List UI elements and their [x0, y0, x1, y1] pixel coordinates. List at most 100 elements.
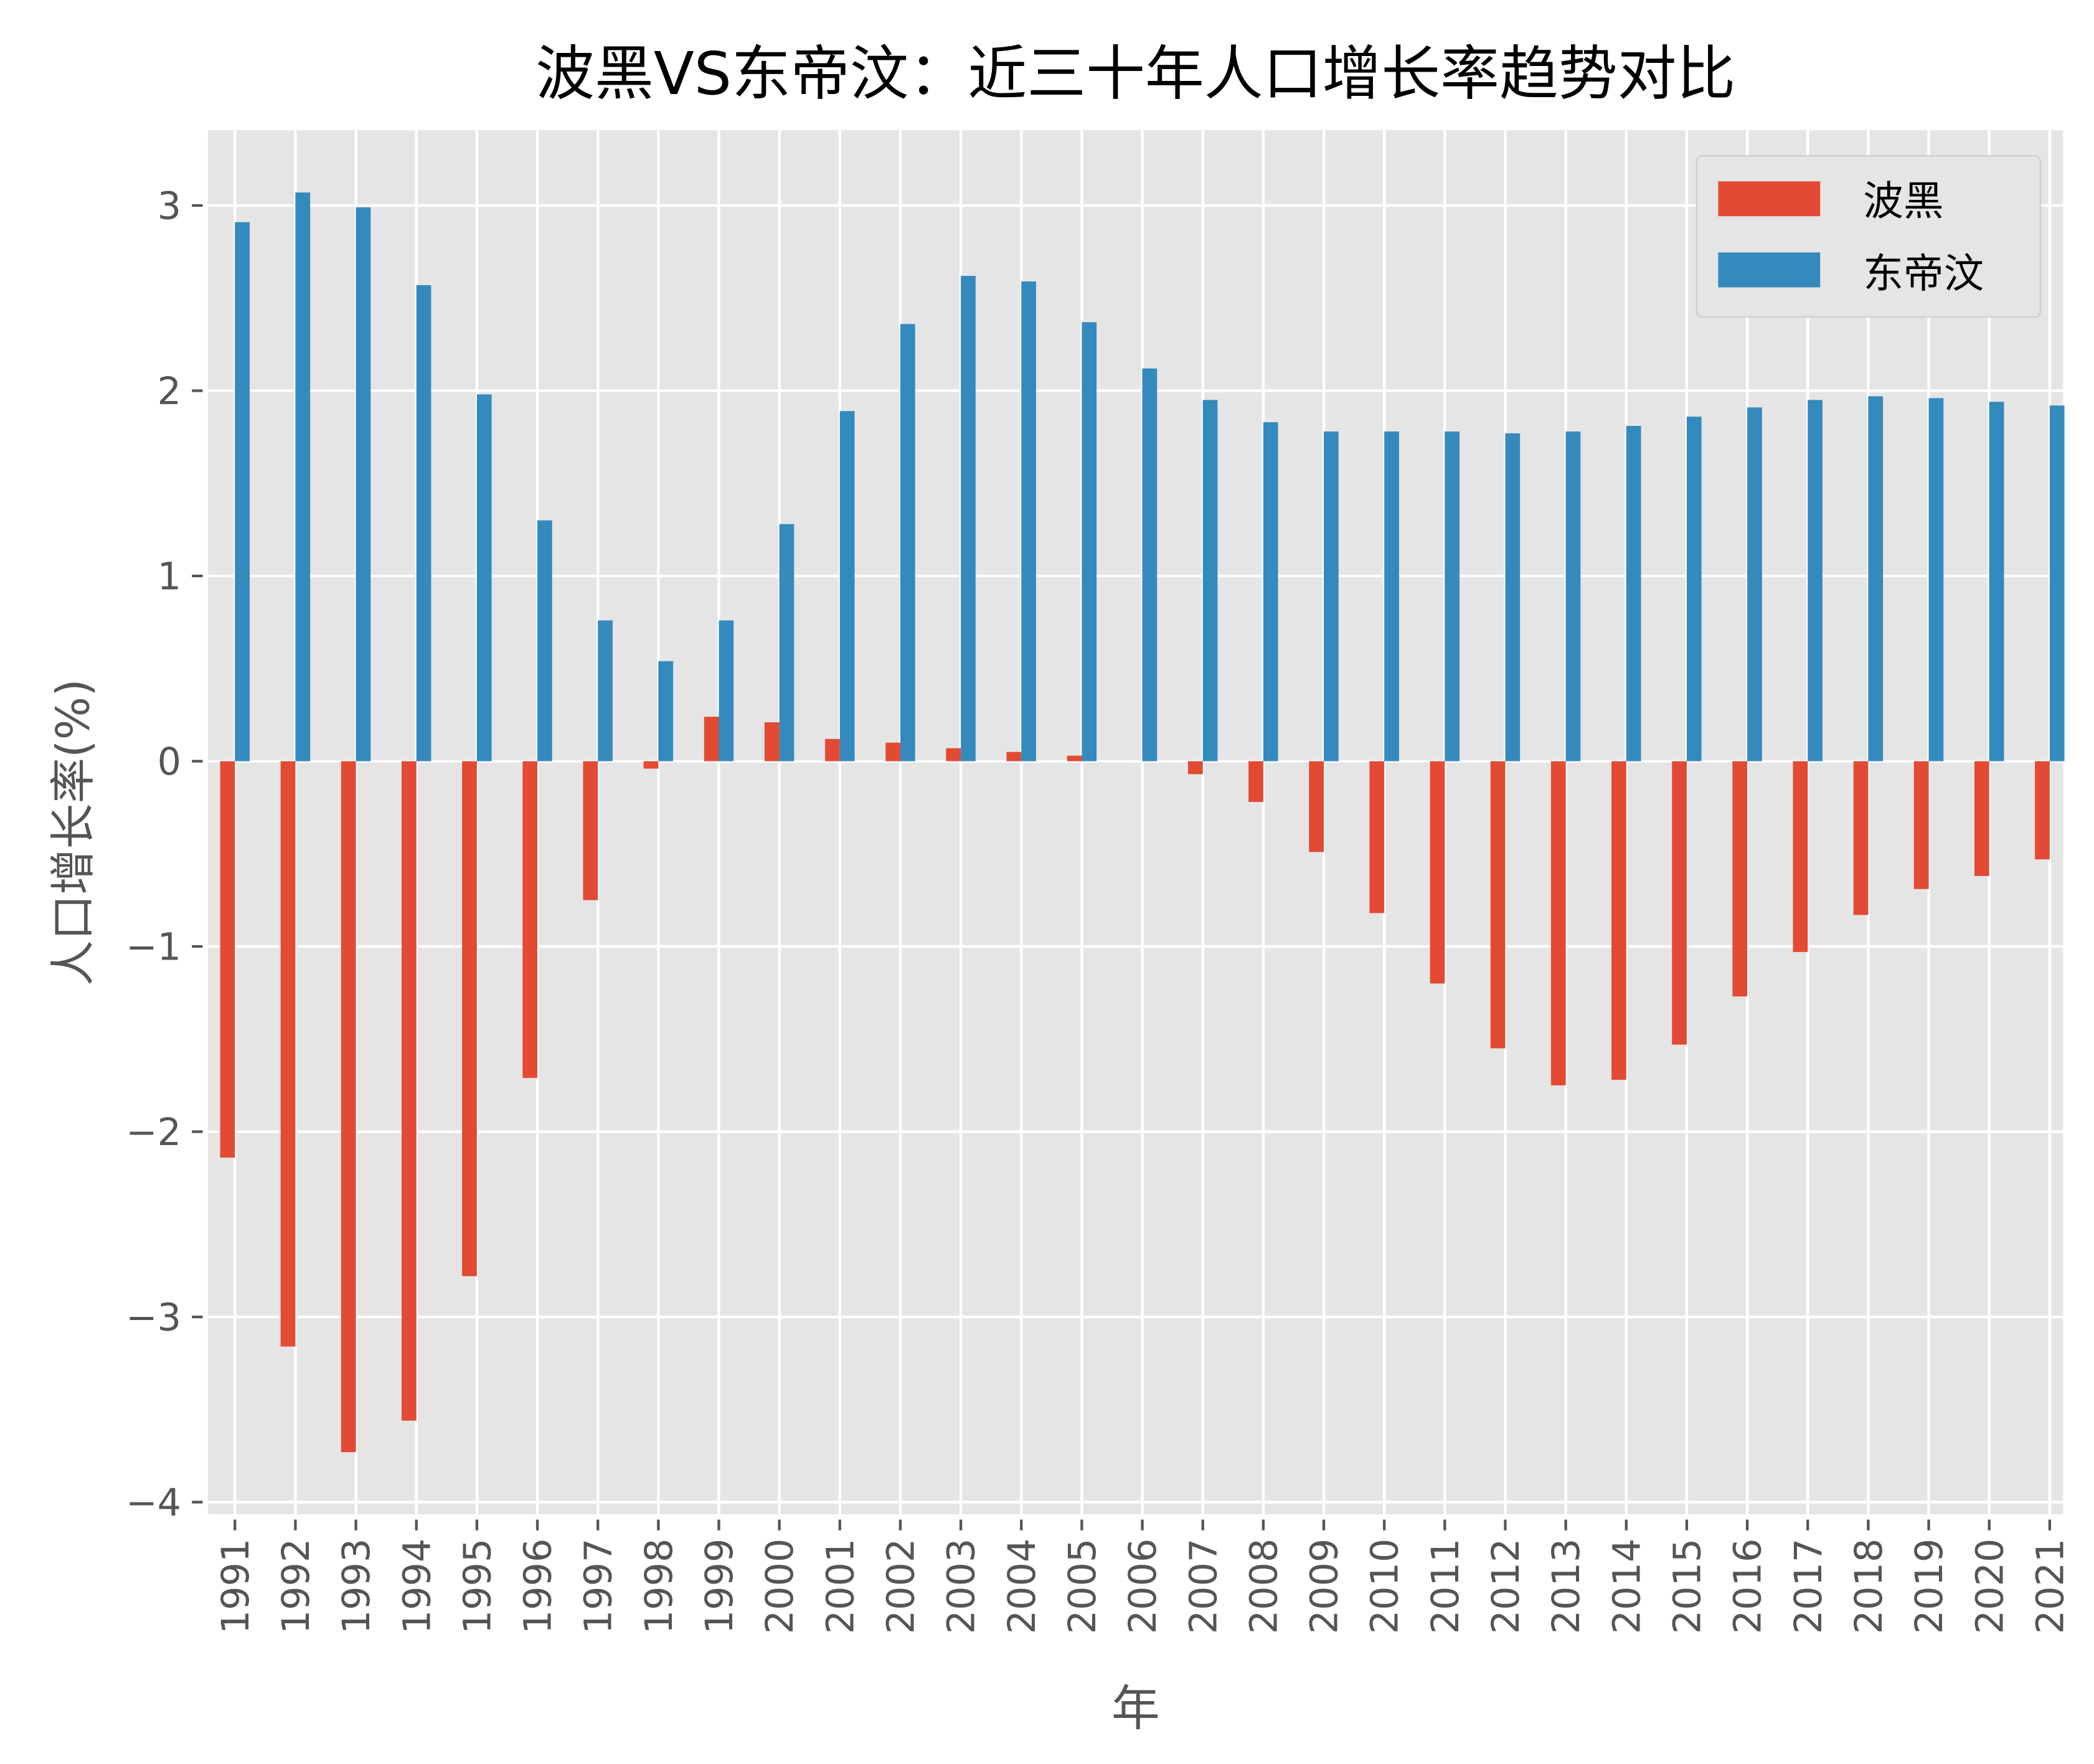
bar-bosnia-2015 [1672, 761, 1687, 1045]
x-tick-label: 2018 [1847, 1539, 1891, 1634]
bar-timor-2006 [1142, 368, 1158, 762]
bar-bosnia-2018 [1853, 761, 1869, 915]
bar-timor-2016 [1747, 407, 1762, 762]
bar-timor-1998 [658, 661, 674, 762]
bar-bosnia-2010 [1369, 761, 1385, 913]
bar-timor-1991 [235, 222, 250, 762]
bar-bosnia-2000 [764, 722, 780, 762]
bar-timor-2008 [1263, 422, 1278, 762]
bar-timor-1997 [598, 620, 613, 762]
x-tick-label: 2013 [1545, 1539, 1588, 1634]
legend-swatch-bosnia [1718, 181, 1821, 217]
x-tick-label: 2009 [1303, 1539, 1347, 1634]
bars [220, 192, 2065, 1453]
x-tick-label: 2012 [1484, 1539, 1528, 1634]
bar-timor-2020 [1989, 402, 2004, 762]
y-tick-label: 0 [158, 740, 181, 784]
bar-bosnia-1998 [643, 761, 659, 769]
x-tick-label: 2005 [1061, 1539, 1105, 1634]
axes: 3 2 1 0 −1 −2 −3 −4 1991 1992 1993 1994 1995 1996 1997… [126, 185, 2072, 1634]
bar-bosnia-1993 [341, 761, 356, 1453]
bar-timor-2011 [1445, 431, 1460, 762]
bar-bosnia-2013 [1550, 761, 1566, 1086]
x-tick-label: 2011 [1424, 1539, 1468, 1634]
x-axis-label: 年 [1111, 1681, 1160, 1737]
bar-timor-2004 [1021, 281, 1036, 762]
x-tick-label: 1998 [638, 1539, 681, 1634]
bar-timor-1999 [719, 620, 734, 762]
bar-bosnia-1997 [583, 761, 598, 900]
bar-timor-1996 [537, 520, 552, 762]
x-tick-label: 1997 [577, 1539, 621, 1634]
bar-timor-2003 [961, 276, 976, 762]
x-tick-label: 2017 [1787, 1539, 1831, 1634]
legend-swatch-timor [1718, 252, 1821, 288]
x-tick-label: 1992 [275, 1539, 318, 1634]
bar-bosnia-2012 [1490, 761, 1506, 1049]
plot-background [208, 130, 2063, 1514]
x-tick-label: 2021 [2029, 1539, 2072, 1634]
x-tick-label: 1993 [335, 1539, 379, 1634]
bar-timor-2001 [839, 411, 855, 762]
y-tick-label: 3 [158, 185, 181, 229]
y-tick-label: −1 [126, 926, 181, 969]
x-tick-label: 2007 [1182, 1539, 1225, 1634]
bar-bosnia-1995 [462, 761, 477, 1276]
bar-bosnia-1996 [522, 761, 538, 1078]
bar-timor-1993 [356, 207, 371, 762]
bar-bosnia-2017 [1793, 761, 1808, 952]
x-tick-label: 2020 [1968, 1539, 2012, 1634]
x-tick-label: 2000 [758, 1539, 802, 1634]
x-tick-label: 1991 [214, 1539, 258, 1634]
legend: 波黑 东帝汶 [1695, 155, 2041, 318]
x-tick-label: 2003 [940, 1539, 984, 1634]
bar-timor-2007 [1202, 400, 1218, 762]
bar-timor-2012 [1505, 433, 1521, 762]
bar-timor-1995 [476, 394, 492, 762]
bar-timor-2010 [1384, 431, 1399, 762]
y-tick-label: −2 [126, 1111, 181, 1154]
bar-timor-1994 [416, 285, 432, 762]
bar-timor-2000 [779, 524, 795, 762]
bar-timor-2014 [1626, 426, 1641, 762]
bar-timor-2017 [1808, 400, 1823, 762]
chart-title: 波黑VS东帝汶：近三十年人口增长率趋势对比 [535, 40, 1735, 108]
bar-bosnia-2001 [825, 738, 840, 762]
bar-bosnia-2009 [1309, 761, 1324, 852]
bar-timor-2009 [1324, 431, 1339, 762]
x-tick-label: 2014 [1605, 1539, 1649, 1634]
x-tick-label: 1996 [517, 1539, 560, 1634]
bar-bosnia-2020 [1974, 761, 1989, 876]
legend-label-bosnia: 波黑 [1863, 178, 1943, 225]
bar-bosnia-2019 [1913, 761, 1929, 889]
y-tick-label: 1 [158, 555, 181, 599]
x-tick-label: 2010 [1364, 1539, 1407, 1634]
bar-bosnia-2005 [1067, 755, 1082, 762]
bar-timor-2005 [1082, 322, 1097, 762]
bar-timor-2018 [1868, 396, 1884, 762]
x-tick-label: 2008 [1242, 1539, 1286, 1634]
bar-timor-2015 [1686, 417, 1702, 762]
x-tick-label: 2006 [1121, 1539, 1165, 1634]
bar-bosnia-1992 [280, 761, 296, 1347]
x-tick-label: 1999 [698, 1539, 742, 1634]
x-tick-label: 2002 [880, 1539, 923, 1634]
x-tick-label: 1995 [456, 1539, 499, 1634]
bar-bosnia-2016 [1732, 761, 1748, 997]
y-tick-label: −3 [126, 1296, 181, 1340]
bar-bosnia-1999 [704, 717, 719, 762]
bar-bosnia-2008 [1248, 761, 1263, 802]
bar-timor-2002 [900, 324, 915, 762]
bar-bosnia-2014 [1611, 761, 1626, 1080]
x-tick-label: 2016 [1727, 1539, 1770, 1634]
x-tick-label: 2001 [819, 1539, 862, 1634]
bar-bosnia-1994 [402, 761, 417, 1421]
x-tick-label: 2019 [1908, 1539, 1951, 1634]
bar-timor-2019 [1928, 398, 1944, 762]
bar-bosnia-2007 [1187, 761, 1203, 775]
bar-bosnia-2011 [1430, 761, 1445, 984]
legend-label-timor: 东帝汶 [1863, 250, 1984, 297]
x-tick-label: 2004 [1001, 1539, 1044, 1634]
bar-timor-1992 [295, 192, 311, 762]
